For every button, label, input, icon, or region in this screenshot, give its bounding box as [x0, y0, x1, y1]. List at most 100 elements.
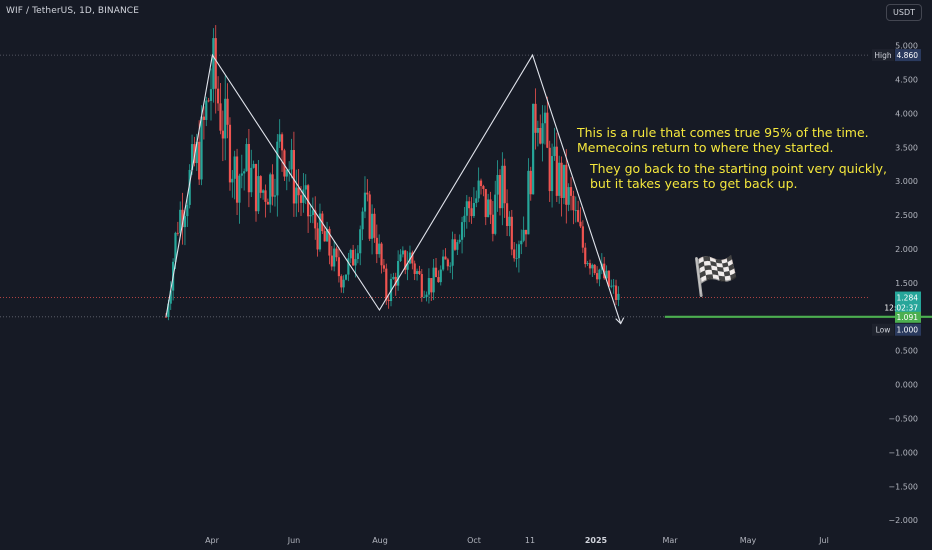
candle-body	[167, 303, 170, 317]
candle-body	[536, 127, 539, 133]
candle-body	[565, 164, 568, 205]
candle-body	[605, 270, 608, 279]
x-tick-label: Jun	[287, 536, 301, 545]
candle-body	[534, 103, 537, 133]
high-tag-value-bg	[895, 49, 921, 62]
candle-body	[453, 239, 457, 250]
candle-body	[442, 256, 445, 270]
candle-body	[489, 199, 492, 215]
candle-body	[472, 202, 476, 217]
candle-body	[503, 165, 506, 204]
candle-body	[209, 89, 213, 101]
checkered-flag-icon: 🏁	[692, 254, 740, 298]
candle-body	[456, 242, 459, 250]
x-tick-label: 11	[525, 536, 535, 545]
candle-body	[233, 156, 236, 179]
target-value-bg	[895, 311, 921, 323]
candle-body	[363, 192, 367, 212]
candle-body	[219, 103, 222, 131]
candle-body	[224, 98, 227, 139]
candle-body	[527, 170, 530, 235]
candle-body	[373, 213, 376, 238]
candle-body	[309, 215, 312, 217]
y-tick-label: 0.500	[895, 347, 918, 356]
zigzag-trend-line	[165, 53, 622, 324]
candle-body	[411, 252, 414, 264]
candle-body	[446, 259, 449, 267]
candle-body	[430, 278, 433, 293]
candle-body	[295, 187, 298, 204]
x-tick-label: Mar	[662, 536, 678, 545]
target-value: 1.091	[897, 313, 919, 322]
candle-body	[278, 134, 281, 142]
candle-body	[487, 199, 490, 218]
candle-body	[465, 201, 468, 216]
high-tag-label-bg	[872, 49, 894, 62]
candle-body	[292, 150, 296, 204]
candle-body	[252, 164, 255, 168]
annotation-line-3: They go back to the starting point very …	[590, 161, 888, 176]
candle-body	[558, 162, 561, 196]
candle-body	[484, 188, 487, 218]
candle-body	[247, 144, 251, 193]
candle-body	[250, 167, 253, 193]
candle-body	[508, 216, 511, 226]
candle-body	[342, 279, 345, 288]
candle-body	[186, 204, 189, 217]
annotation-line-4: but it takes years to get back up.	[590, 175, 798, 191]
candle-body	[387, 299, 390, 302]
candle-body	[221, 130, 224, 139]
candle-body	[543, 112, 547, 124]
candle-body	[354, 259, 357, 266]
y-tick-label: 3.500	[895, 143, 918, 152]
candle-body	[418, 271, 421, 275]
candle-body	[325, 228, 329, 242]
candle-body	[591, 264, 594, 269]
candle-body	[297, 187, 300, 196]
annotation-line-1: This is a rule that comes true 95% of th…	[577, 125, 869, 140]
candle-body	[264, 190, 267, 202]
candle-body	[449, 265, 452, 267]
candle-body	[595, 273, 599, 280]
candle-body	[562, 164, 566, 198]
candle-body	[314, 210, 317, 229]
candle-body	[617, 293, 620, 300]
candle-body	[572, 195, 575, 211]
candle-body	[352, 249, 355, 266]
candle-body	[588, 263, 592, 269]
candle-body	[425, 294, 428, 298]
candle-body	[524, 229, 528, 235]
candle-body	[285, 169, 288, 177]
candle-body	[399, 254, 402, 261]
candle-body	[437, 277, 440, 283]
low-tag-value-bg	[895, 323, 921, 336]
candle-body	[207, 100, 210, 102]
candle-body	[498, 175, 502, 209]
candle-body	[548, 147, 551, 192]
candle-body	[479, 180, 483, 187]
countdown-value: 12:02:37	[884, 304, 918, 313]
candle-body	[460, 222, 464, 240]
y-tick-label: 2.000	[895, 245, 918, 254]
candle-body	[517, 244, 521, 259]
candle-body	[188, 169, 191, 205]
candle-body	[240, 173, 243, 176]
x-tick-label: 2025	[585, 536, 608, 545]
currency-button[interactable]: USDT	[886, 4, 922, 21]
candle-body	[370, 213, 374, 239]
candle-body	[259, 176, 262, 193]
candle-body	[532, 103, 535, 195]
annotation-rule: This is a rule that comes true 95% of th…	[577, 125, 869, 155]
candle-body	[328, 228, 331, 256]
candle-body	[288, 169, 291, 171]
candle-body	[593, 264, 596, 274]
candle-body	[439, 269, 442, 283]
candle-body	[560, 162, 563, 198]
y-tick-label: 4.000	[895, 109, 918, 118]
candle-body	[356, 253, 359, 260]
y-tick-label: 5.000	[895, 42, 918, 51]
candle-body	[451, 239, 454, 266]
candle-body	[299, 195, 303, 203]
candle-body	[217, 88, 220, 104]
